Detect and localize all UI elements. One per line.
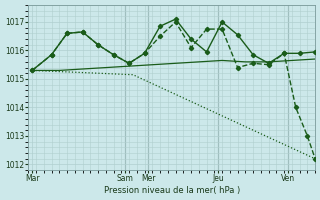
X-axis label: Pression niveau de la mer( hPa ): Pression niveau de la mer( hPa ) (104, 186, 240, 195)
